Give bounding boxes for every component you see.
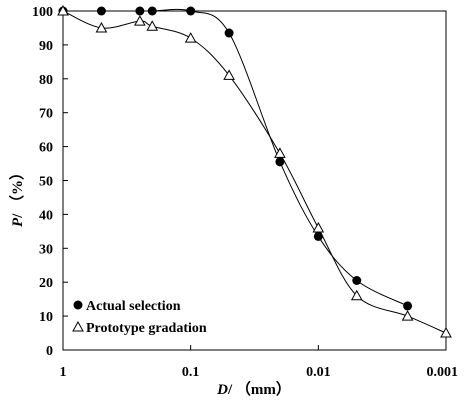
data-point [223,69,235,80]
data-point [403,301,413,311]
data-point [184,32,197,43]
y-axis-title: P/ （%） [8,165,26,227]
legend-label: Prototype gradation [86,321,207,336]
y-tick-label: 80 [39,73,53,88]
y-tick-label: 90 [39,39,53,54]
y-axis: 0 10 20 30 40 50 60 70 80 90 100 [32,5,68,359]
data-point [147,6,157,16]
legend-label: Actual selection [86,299,181,314]
y-tick-label: 60 [39,141,53,156]
data-point [401,310,414,321]
data-point [224,28,234,38]
data-point [440,327,452,338]
data-point [186,6,196,16]
data-point [313,231,323,241]
data-point [350,289,363,301]
legend-marker-filled-circle [73,300,83,310]
data-point [57,4,69,16]
y-tick-label: 20 [39,276,53,291]
x-tick-label: 0.1 [182,365,200,380]
y-tick-label: 30 [39,242,53,257]
y-tick-label: 40 [39,208,53,223]
y-tick-label: 0 [46,344,53,359]
series-line [62,8,408,307]
series-layer [57,4,452,338]
legend-item-prototype-gradation: Prototype gradation [72,320,207,336]
y-axis-unit: / （%） [8,165,26,219]
x-tick-label: 1 [60,365,67,380]
data-point [95,21,108,33]
legend-marker-open-triangle [72,320,84,332]
y-tick-label: 50 [39,175,53,190]
series-line [62,10,447,334]
y-tick-label: 70 [39,107,53,122]
y-axis-variable: P [10,217,26,227]
data-point [135,6,145,16]
data-point [275,157,285,167]
x-tick-label: 0.01 [306,365,331,380]
x-axis: 1 0.1 0.01 0.001 [60,345,459,380]
series-prototype-gradation [57,4,452,338]
series-actual-selection [58,6,413,311]
x-axis-title: D/ （mm） [216,380,291,398]
data-point [274,147,286,158]
legend: Actual selection Prototype gradation [72,299,207,336]
data-point [134,15,146,26]
data-point [96,6,106,16]
legend-item-actual-selection: Actual selection [73,299,181,314]
x-axis-unit: / （mm） [227,380,291,398]
x-tick-label: 0.001 [427,365,459,380]
data-point [352,276,362,286]
y-tick-label: 100 [32,5,53,20]
x-axis-variable: D [216,382,228,398]
y-tick-label: 10 [39,310,53,325]
data-point [146,20,159,31]
data-point [312,221,325,233]
